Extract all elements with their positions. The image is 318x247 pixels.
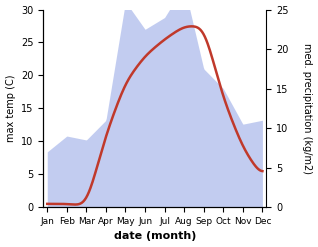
Y-axis label: max temp (C): max temp (C)	[5, 75, 16, 142]
X-axis label: date (month): date (month)	[114, 231, 196, 242]
Y-axis label: med. precipitation (kg/m2): med. precipitation (kg/m2)	[302, 43, 313, 174]
